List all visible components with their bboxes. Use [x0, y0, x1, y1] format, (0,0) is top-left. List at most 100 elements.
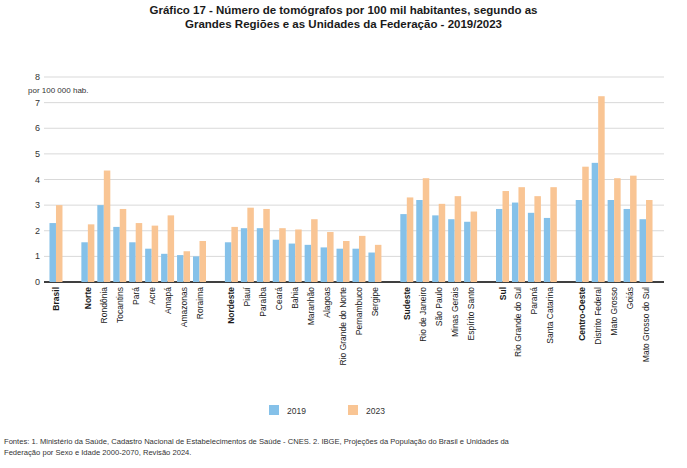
- bar: [624, 209, 631, 282]
- x-tick-label: Amapá: [163, 287, 173, 314]
- bar: [311, 219, 318, 282]
- y-tick-label: 7: [35, 98, 40, 108]
- y-tick-label: 4: [35, 175, 40, 185]
- x-tick-label: Sudeste: [402, 287, 412, 320]
- bar: [448, 219, 455, 282]
- title-line: Gráfico 17 - Número de tomógrafos por 10…: [150, 4, 538, 16]
- bar: [145, 249, 152, 282]
- y-tick-label: 2: [35, 226, 40, 236]
- bar: [257, 228, 264, 282]
- y-tick-label: 8: [35, 72, 40, 82]
- grid-line: [44, 128, 664, 129]
- y-tick-label: 3: [35, 200, 40, 210]
- x-tick-label: Amazonas: [179, 287, 189, 327]
- y-tick-label: 6: [35, 123, 40, 133]
- bar: [534, 196, 541, 282]
- bar: [518, 187, 525, 282]
- bar: [368, 253, 375, 282]
- bar: [113, 227, 120, 282]
- x-tick-label: Centro-Oeste: [577, 287, 587, 341]
- x-tick-label: Pernambuco: [354, 287, 364, 335]
- bar: [263, 209, 270, 282]
- bar: [416, 200, 423, 282]
- x-tick-label: Minas Gerais: [450, 287, 460, 337]
- x-tick-label: Norte: [83, 287, 93, 309]
- bar: [582, 167, 589, 282]
- bar: [640, 219, 647, 282]
- x-tick-label: Rio de Janeiro: [418, 287, 428, 342]
- bar: [49, 223, 56, 282]
- bar: [359, 236, 366, 282]
- grid-line: [44, 205, 664, 206]
- x-tick-label: Acre: [147, 287, 157, 305]
- legend-swatch: [269, 405, 279, 415]
- bar: [352, 249, 359, 282]
- bar: [295, 229, 302, 282]
- bar: [550, 187, 557, 282]
- bar: [321, 247, 328, 282]
- bar: [81, 242, 88, 282]
- x-tick-label: Pará: [131, 287, 141, 305]
- bar: [152, 226, 159, 282]
- bar: [337, 249, 344, 282]
- grid-line: [44, 153, 664, 154]
- bars: [49, 96, 652, 282]
- x-tick-label: Rio Grande do Sul: [513, 287, 523, 357]
- y-tick-label: 5: [35, 149, 40, 159]
- bar: [598, 96, 605, 282]
- bar: [471, 212, 478, 282]
- y-label: por 100 000 hab.: [28, 86, 89, 95]
- bar: [407, 197, 414, 282]
- bar: [279, 228, 286, 282]
- x-tick-label: Nordeste: [226, 287, 236, 324]
- bar: [273, 240, 280, 282]
- bar: [200, 241, 207, 282]
- bar: [247, 208, 254, 282]
- chart: Gráfico 17 - Número de tomógrafos por 10…: [0, 0, 687, 468]
- x-tick-label: Maranhão: [306, 287, 316, 326]
- bar: [88, 224, 95, 282]
- x-tick-label: Bahia: [290, 287, 300, 309]
- bar: [455, 196, 462, 282]
- bar: [327, 232, 334, 282]
- x-tick-label: Espírito Santo: [466, 287, 476, 341]
- bar: [56, 205, 63, 282]
- y-tick-label: 1: [35, 251, 40, 261]
- x-tick-label: Distrito Federal: [593, 287, 603, 345]
- bar: [423, 178, 430, 282]
- bar: [464, 222, 471, 282]
- x-tick-label: Ceará: [274, 287, 284, 310]
- bar: [512, 203, 519, 282]
- bar: [592, 163, 599, 282]
- x-tick-label: Alagoas: [322, 287, 332, 318]
- bar: [136, 223, 143, 282]
- bar: [104, 171, 111, 282]
- bar: [496, 209, 503, 282]
- legend-label: 2019: [287, 406, 306, 416]
- source: Federação por Sexo e Idade 2000-2070, Re…: [4, 448, 191, 457]
- x-tick-label: São Paulo: [434, 287, 444, 326]
- grid-line: [44, 179, 664, 180]
- bar: [241, 228, 248, 282]
- bar: [289, 244, 296, 282]
- bar: [646, 200, 653, 282]
- bar: [184, 251, 191, 282]
- bar: [614, 178, 621, 282]
- x-tick-label: Rio Grande do Norte: [338, 287, 348, 366]
- bar: [576, 200, 583, 282]
- x-tick-label: Mato Grosso: [609, 287, 619, 336]
- x-tick-label: Sul: [498, 287, 508, 300]
- bar: [630, 176, 637, 282]
- x-tick-label: Rondônia: [99, 287, 109, 324]
- x-tick-label: Roraima: [195, 287, 205, 319]
- bar: [528, 213, 535, 282]
- x-tick-label: Paraíba: [258, 287, 268, 317]
- bar: [305, 245, 312, 282]
- legend-label: 2023: [366, 406, 385, 416]
- grid-line: [44, 77, 664, 78]
- legend-swatch: [348, 405, 358, 415]
- x-tick-label: Sergipe: [370, 287, 380, 317]
- x-tick-label: Mato Grosso do Sul: [641, 287, 651, 362]
- x-tick-label: Santa Catarina: [545, 287, 555, 344]
- x-tick-label: Brasil: [51, 287, 61, 311]
